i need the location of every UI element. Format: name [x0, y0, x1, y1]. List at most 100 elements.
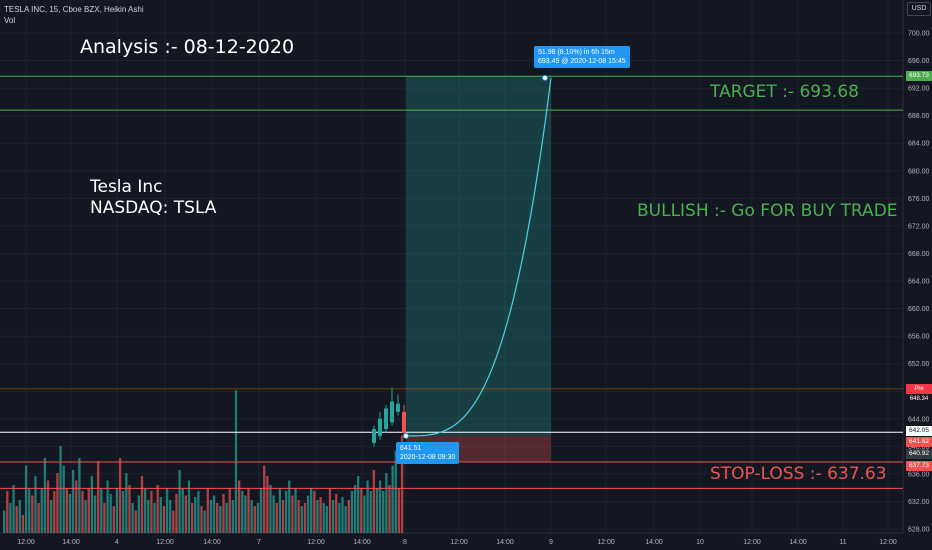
volume-bar — [253, 506, 256, 533]
volume-bar — [37, 503, 40, 533]
volume-bar — [78, 458, 81, 533]
volume-bar — [103, 503, 106, 533]
volume-bar — [6, 491, 9, 533]
price-label-2: 641.62 — [906, 437, 932, 447]
time-tick-label: 12:00 — [17, 539, 35, 546]
entry-tooltip-time: 2020-12-08 09:30 — [400, 454, 456, 461]
volume-bar — [90, 476, 94, 533]
time-tick-label: 8 — [403, 539, 407, 546]
volume-bar — [59, 446, 62, 533]
price-tick-label: 692.00 — [908, 86, 930, 93]
volume-bar — [278, 488, 282, 533]
volume-bar — [310, 488, 313, 533]
volume-bar — [306, 495, 310, 533]
candle-body — [378, 418, 382, 436]
volume-bar — [294, 488, 297, 533]
volume-bar — [143, 488, 147, 533]
volume-bar — [266, 476, 269, 533]
price-tick-label: 676.00 — [908, 196, 930, 203]
company-text: Tesla Inc NASDAQ: TSLA — [90, 177, 216, 219]
time-tick-label: 12:00 — [597, 539, 615, 546]
entry-tooltip: 641.51 2020-12-08 09:30 — [396, 442, 460, 464]
volume-bar — [303, 503, 307, 533]
volume-bar — [284, 491, 288, 533]
volume-bar — [175, 494, 178, 533]
stop-loss-text: STOP-LOSS :- 637.63 — [710, 464, 887, 484]
candle-body — [396, 403, 400, 412]
volume-bar — [325, 506, 329, 533]
volume-bar — [28, 488, 31, 533]
price-tick-label: 660.00 — [908, 306, 930, 313]
volume-bar — [128, 485, 131, 533]
volume-bar — [56, 473, 59, 533]
entry-point — [403, 432, 409, 439]
volume-bar — [225, 503, 228, 533]
volume-bar — [256, 503, 260, 533]
volume-bar — [288, 480, 291, 533]
time-tick-label: 14:00 — [645, 539, 663, 546]
volume-bar — [15, 506, 18, 533]
price-tick-label: 636.00 — [908, 471, 930, 478]
volume-bar — [316, 500, 319, 533]
volume-bar — [3, 510, 6, 533]
volume-bar — [259, 488, 263, 533]
volume-bar — [281, 500, 285, 533]
candle-body — [402, 411, 406, 433]
volume-bar — [125, 473, 128, 533]
volume-bar — [118, 458, 122, 533]
currency-button[interactable]: USD — [907, 2, 931, 16]
volume-bar — [366, 480, 369, 533]
target-point — [542, 74, 548, 81]
volume-bar — [65, 488, 68, 533]
entry-tooltip-price: 641.51 — [400, 445, 422, 452]
volume-bar — [216, 503, 219, 533]
volume-bar — [159, 497, 162, 533]
time-tick-label: 14:00 — [789, 539, 807, 546]
price-tick-label: 696.00 — [908, 58, 930, 65]
volume-bar — [53, 491, 56, 533]
volume-bar — [397, 488, 401, 533]
volume-bar — [357, 476, 360, 533]
volume-bar — [322, 503, 325, 533]
volume-bar — [353, 485, 357, 533]
volume-bar — [237, 480, 241, 533]
volume-bar — [363, 495, 366, 533]
vol-label: Vol — [4, 16, 16, 25]
time-tick-label: 12:00 — [450, 539, 468, 546]
volume-bar — [84, 500, 87, 533]
volume-bar — [347, 500, 350, 533]
volume-bar — [169, 500, 172, 533]
volume-bar — [106, 480, 109, 533]
volume-bar — [297, 500, 300, 533]
volume-bar — [150, 491, 153, 533]
volume-bar — [31, 495, 34, 533]
pre-value: 648.34 — [909, 396, 929, 402]
volume-bar — [153, 503, 156, 533]
candle-body — [372, 429, 376, 443]
volume-bar — [372, 470, 376, 533]
volume-bar — [341, 497, 344, 533]
volume-bar — [263, 465, 266, 533]
price-tick-label: 656.00 — [908, 334, 930, 341]
volume-bar — [181, 488, 184, 533]
volume-bar — [382, 491, 385, 533]
volume-bar — [335, 494, 338, 533]
volume-bar — [40, 488, 43, 533]
volume-bar — [222, 494, 225, 533]
stop-price-label: 637.73 — [906, 461, 932, 471]
volume-bar — [100, 488, 103, 533]
price-tick-label: 688.00 — [908, 113, 930, 120]
target-text: TARGET :- 693.68 — [710, 82, 859, 102]
volume-bar — [203, 510, 206, 533]
price-tick-label: 664.00 — [908, 279, 930, 286]
symbol-line: TESLA INC, 15, Cboe BZX, Heikin Ashi — [4, 5, 144, 14]
analysis-date-text: Analysis :- 08-12-2020 — [80, 36, 295, 58]
target-tooltip-change: 51.98 (8.10%) in 6h 15m — [538, 49, 615, 56]
volume-bar — [219, 506, 222, 533]
ticker-name: NASDAQ: TSLA — [90, 198, 217, 218]
volume-bar — [9, 503, 12, 533]
volume-bar — [197, 491, 200, 533]
price-tick-label: 644.00 — [908, 416, 930, 423]
price-tick-label: 700.00 — [908, 31, 930, 38]
